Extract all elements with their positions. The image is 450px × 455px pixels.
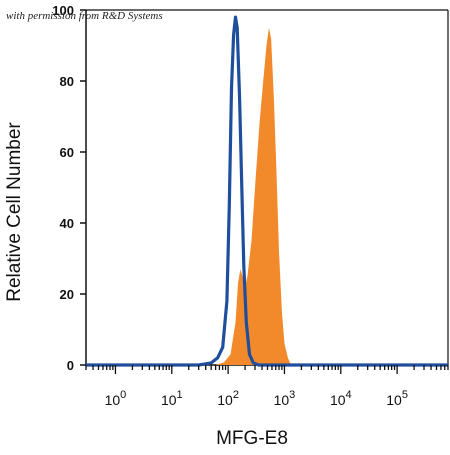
y-tick-label: 20 — [60, 287, 74, 302]
x-tick-label-exponent: 3 — [289, 389, 295, 401]
y-tick-label: 80 — [60, 74, 74, 89]
x-tick-label-base: 10 — [161, 392, 177, 408]
y-tick-label: 40 — [60, 216, 74, 231]
series-outline-histogram — [86, 15, 448, 367]
series-filled-histogram — [215, 27, 291, 366]
x-tick-label: 103 — [274, 389, 296, 408]
x-tick-label-exponent: 0 — [120, 389, 126, 401]
y-tick-label: 0 — [67, 358, 74, 373]
x-tick-label-exponent: 5 — [402, 389, 408, 401]
x-axis-label: MFG-E8 — [216, 428, 288, 449]
x-tick-label-base: 10 — [330, 392, 346, 408]
y-tick-label: 100 — [52, 3, 74, 18]
x-tick-label: 105 — [386, 389, 408, 408]
x-tick-label-exponent: 4 — [346, 389, 352, 401]
x-tick-label: 102 — [217, 389, 239, 408]
x-tick-label-exponent: 1 — [177, 389, 183, 401]
watermark-text: with permission from R&D Systems — [6, 10, 163, 22]
x-tick-label: 104 — [330, 389, 352, 408]
x-tick-label: 101 — [161, 389, 183, 408]
x-tick-label-base: 10 — [217, 392, 233, 408]
y-tick-label: 60 — [60, 145, 74, 160]
series-layer — [86, 15, 448, 367]
x-tick-label-exponent: 2 — [233, 389, 239, 401]
x-tick-label-base: 10 — [386, 392, 402, 408]
x-tick-label: 100 — [105, 389, 127, 408]
x-tick-label-base: 10 — [105, 392, 121, 408]
y-axis-label: Relative Cell Number — [4, 122, 25, 302]
x-tick-label-base: 10 — [274, 392, 290, 408]
